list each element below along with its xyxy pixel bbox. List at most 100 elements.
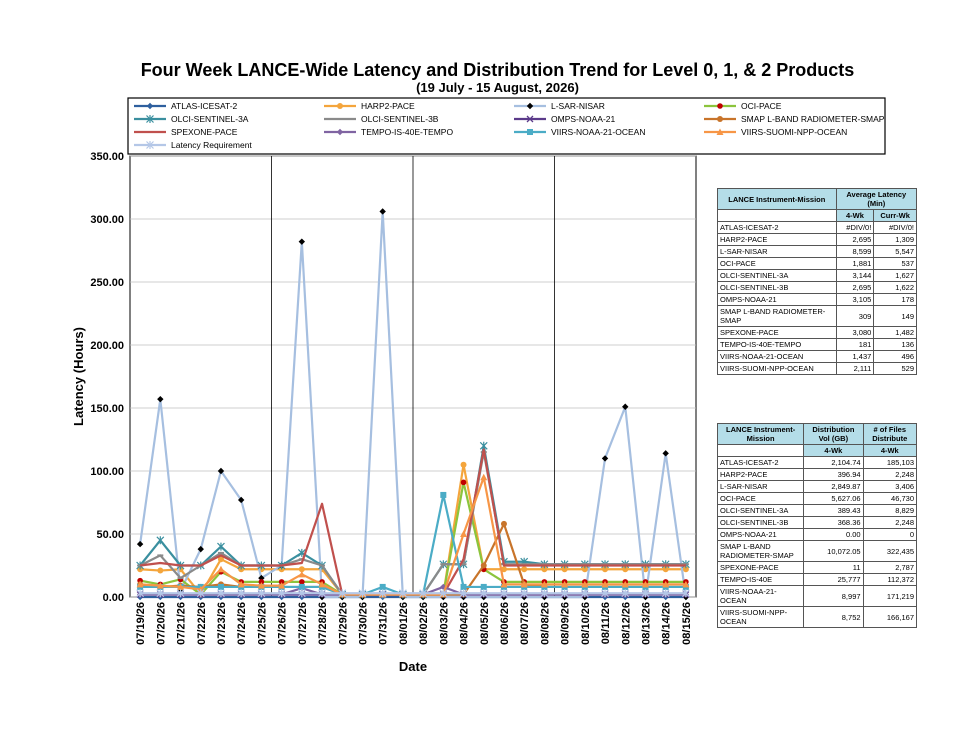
legend-entry: SPEXONE-PACE (134, 127, 238, 137)
data-point (717, 116, 723, 122)
data-point (662, 450, 669, 457)
latency-table-value-cell: 2,695 (835, 281, 875, 294)
data-point (460, 530, 468, 537)
data-point (526, 102, 534, 110)
x-tick-label: 08/12/26 (620, 602, 632, 645)
data-point (459, 589, 468, 598)
distribution-table-mission-cell: TEMPO-IS-40E (716, 573, 805, 586)
data-point (258, 579, 265, 585)
distribution-table-mission-cell: OMPS-NOAA-21 (716, 528, 805, 541)
data-point (642, 566, 649, 573)
data-point (601, 455, 609, 462)
x-tick-label: 08/05/26 (479, 602, 491, 645)
latency-table-value-cell: 136 (873, 338, 917, 351)
distribution-table-value-cell: 8,829 (862, 504, 918, 517)
data-point (196, 589, 205, 598)
distribution-table-value-cell: 25,777 (803, 573, 864, 586)
x-tick-label: 08/03/26 (438, 602, 450, 645)
data-point (419, 589, 428, 598)
latency-table-sub-4wk: 4-Wk (835, 209, 875, 222)
legend-label: VIIRS-NOAA-21-OCEAN (551, 127, 645, 137)
latency-table-header-mission: LANCE Instrument-Mission (717, 188, 837, 210)
data-point (136, 540, 144, 548)
latency-table-mission-cell: OCI-PACE (717, 257, 837, 270)
data-point (540, 589, 549, 598)
data-point (561, 566, 568, 573)
latency-table-value-cell: 2,695 (835, 233, 875, 246)
latency-table-row: SPEXONE-PACE 3,080 1,482 (717, 326, 917, 339)
legend-entry: OLCI-SENTINEL-3B (324, 114, 439, 124)
x-tick-label: 07/19/26 (135, 602, 147, 645)
data-point (157, 395, 164, 403)
data-point (176, 589, 185, 598)
distribution-table-value-cell: 10,072.05 (803, 540, 864, 562)
latency-table-value-cell: 309 (835, 305, 875, 327)
distribution-table-value-cell: 0.00 (803, 528, 864, 541)
latency-table-mission-cell: OMPS-NOAA-21 (717, 293, 837, 306)
distribution-table-mission-cell: SPEXONE-PACE (716, 561, 805, 574)
data-point (527, 129, 533, 135)
distribution-table-row: SMAP L-BAND RADIOMETER-SMAP 10,072.05 322,… (716, 540, 918, 562)
legend-label: OLCI-SENTINEL-3B (361, 114, 439, 124)
data-point (156, 589, 165, 598)
latency-table-row: HARP2-PACE 2,695 1,309 (717, 233, 917, 246)
legend-entry: OLCI-SENTINEL-3A (134, 114, 249, 124)
data-point (479, 589, 488, 598)
data-point (622, 403, 629, 410)
data-point (156, 582, 164, 589)
data-point (136, 580, 144, 588)
latency-table-value-cell: 2,111 (835, 362, 875, 375)
x-tick-label: 07/29/26 (337, 602, 349, 645)
data-point (621, 580, 629, 588)
chart-title: Four Week LANCE-Wide Latency and Distrib… (140, 60, 855, 80)
legend-box (127, 97, 886, 155)
data-point (257, 589, 266, 598)
data-point (278, 579, 285, 585)
distribution-table-value-cell: 2,104.74 (803, 456, 864, 469)
data-point (682, 566, 689, 573)
latency-table-row: OLCI-SENTINEL-3A 3,144 1,627 (717, 269, 917, 282)
y-tick-label: 300.00 (90, 214, 124, 226)
distribution-table-mission-cell: OLCI-SENTINEL-3B (716, 516, 805, 529)
data-point (257, 582, 265, 589)
legend-entry: VIIRS-NOAA-21-OCEAN (514, 127, 645, 137)
data-point (136, 589, 145, 598)
data-point (520, 580, 528, 588)
data-point (581, 580, 589, 588)
distribution-table-mission-cell: VIIRS-SUOMI-NPP-OCEAN (716, 606, 805, 628)
y-axis-label: Latency (Hours) (71, 327, 86, 426)
latency-table-value-cell: 496 (873, 350, 917, 363)
x-tick-label: 08/06/26 (499, 602, 511, 645)
data-point (278, 582, 286, 589)
data-point (217, 565, 225, 573)
x-tick-label: 07/25/26 (256, 602, 268, 645)
legend-label: SPEXONE-PACE (171, 127, 238, 137)
data-point (146, 102, 154, 110)
latency-table-value-cell: 178 (873, 293, 917, 306)
data-point (661, 589, 670, 598)
data-point (717, 103, 723, 109)
data-point (297, 589, 306, 598)
data-point (237, 496, 245, 504)
chart-subtitle: (19 July - 15 August, 2026) (416, 80, 579, 95)
distribution-table-row: HARP2-PACE 396.94 2,248 (716, 468, 918, 481)
data-point (440, 583, 447, 591)
distribution-table-mission-cell: OLCI-SENTINEL-3A (716, 504, 805, 517)
latency-table-value-cell: 1,309 (873, 233, 917, 246)
data-point (378, 589, 387, 598)
y-tick-label: 150.00 (90, 403, 124, 415)
distribution-table-value-cell: 46,730 (862, 492, 918, 505)
data-point (500, 520, 507, 527)
data-point (146, 115, 154, 123)
y-tick-label: 100.00 (90, 466, 124, 478)
distribution-table-value-cell: 185,103 (862, 456, 918, 469)
latency-table-value-cell: 537 (873, 257, 917, 270)
latency-table-value-cell: 529 (873, 362, 917, 375)
data-point (460, 461, 467, 468)
data-point (621, 589, 630, 598)
data-point (526, 115, 534, 123)
distribution-table-value-cell: 322,435 (862, 540, 918, 562)
x-tick-label: 08/08/26 (539, 602, 551, 645)
distribution-table-row: OLCI-SENTINEL-3B 368.36 2,248 (716, 516, 918, 529)
